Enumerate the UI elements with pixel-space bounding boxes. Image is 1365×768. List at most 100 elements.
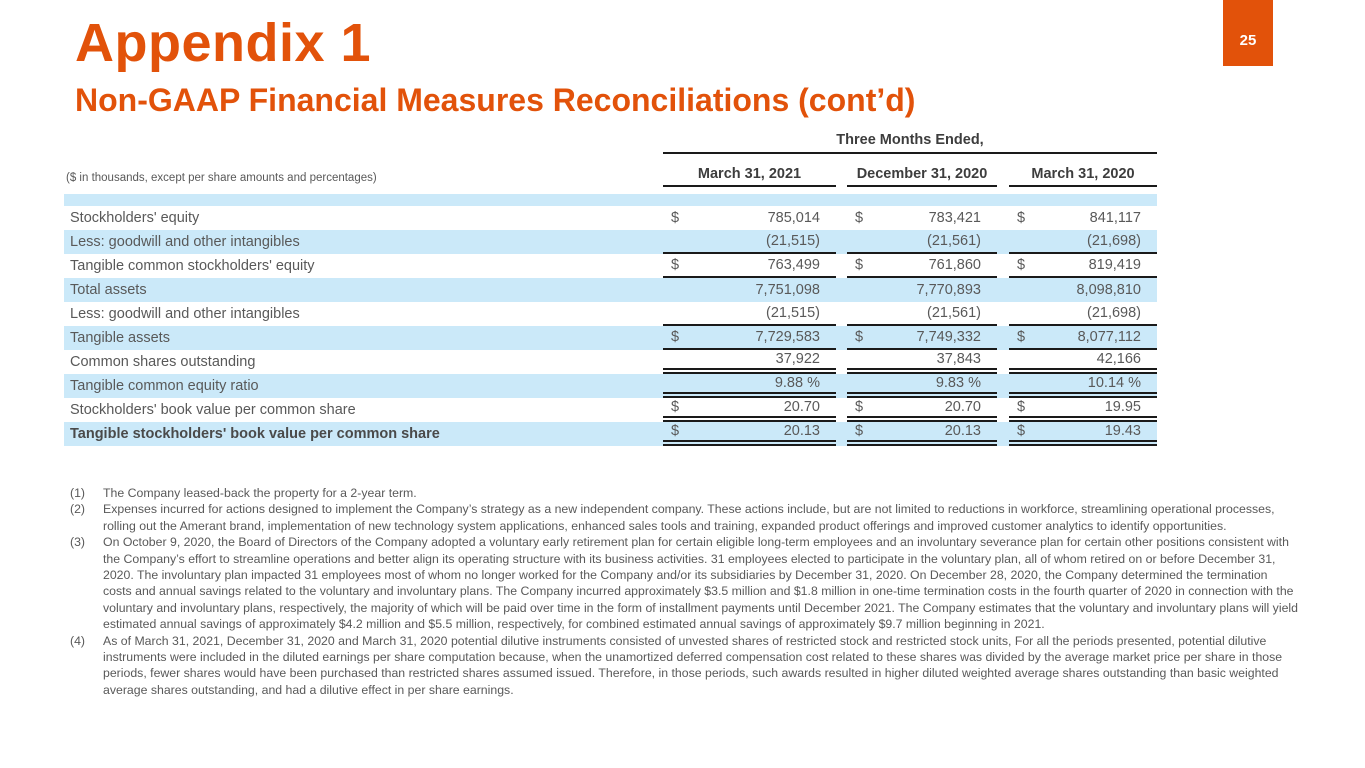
value-cell: 37,922 [663, 350, 836, 374]
row-label: Stockholders' book value per common shar… [70, 402, 356, 418]
cell-value: (21,515) [765, 305, 820, 321]
column-gap [836, 374, 847, 398]
value-cell: 10.14 % [1009, 374, 1157, 398]
column-gap [836, 350, 847, 374]
value-cell: $761,860 [847, 254, 997, 278]
value-cell: $19.95 [1009, 398, 1157, 422]
value-cell: $783,421 [847, 206, 997, 230]
cell-value: 8,098,810 [1076, 282, 1141, 298]
column-header: March 31, 2021 [663, 166, 836, 187]
column-gap [836, 254, 847, 278]
column-gap [997, 422, 1009, 446]
table-row: Less: goodwill and other intangibles (21,… [64, 302, 1157, 326]
cell-value: 19.43 [1104, 423, 1141, 439]
cell-value: 20.70 [783, 399, 820, 415]
column-gap [836, 422, 847, 446]
column-gap [836, 326, 847, 350]
dollar-sign: $ [1017, 210, 1026, 226]
cell-value: 42,166 [1096, 351, 1141, 367]
row-label: Tangible common stockholders' equity [70, 258, 315, 274]
footnote-text: On October 9, 2020, the Board of Directo… [103, 535, 1298, 632]
column-gap [836, 206, 847, 230]
cell-value: 19.95 [1104, 399, 1141, 415]
dollar-sign: $ [855, 257, 864, 273]
value-cell: 37,843 [847, 350, 997, 374]
cell-value: 20.13 [783, 423, 820, 439]
row-label: Less: goodwill and other intangibles [70, 234, 300, 250]
table-row: Less: goodwill and other intangibles (21,… [64, 230, 1157, 254]
column-gap [997, 254, 1009, 278]
value-cell: (21,515) [663, 302, 836, 326]
page-number: 25 [1239, 31, 1257, 49]
table-row: Stockholders' book value per common shar… [64, 398, 1157, 422]
column-gap [836, 230, 847, 254]
value-cell: 7,770,893 [847, 278, 997, 302]
value-cell: $7,749,332 [847, 326, 997, 350]
column-gap [997, 350, 1009, 374]
footnote-text: Expenses incurred for actions designed t… [103, 502, 1275, 533]
cell-value: 785,014 [767, 210, 820, 226]
value-cell: $19.43 [1009, 422, 1157, 446]
footnote-item: (1) The Company leased-back the property … [70, 485, 1298, 501]
dollar-sign: $ [671, 210, 680, 226]
cell-value: (21,561) [926, 305, 981, 321]
value-cell: $819,419 [1009, 254, 1157, 278]
row-label: Common shares outstanding [70, 354, 256, 370]
slide-subtitle: Non-GAAP Financial Measures Reconciliati… [75, 82, 916, 118]
cell-value: (21,515) [765, 233, 820, 249]
slide-title: Appendix 1 [75, 13, 372, 73]
footnote-marker: (3) [70, 535, 86, 550]
dollar-sign: $ [1017, 399, 1026, 415]
value-cell: 7,751,098 [663, 278, 836, 302]
cell-value: (21,698) [1086, 233, 1141, 249]
value-cell: $763,499 [663, 254, 836, 278]
column-gap [997, 374, 1009, 398]
footnote-text: As of March 31, 2021, December 31, 2020 … [103, 633, 1283, 697]
dollar-sign: $ [671, 257, 680, 273]
footnote-text: The Company leased-back the property for… [103, 486, 417, 500]
cell-value: 783,421 [928, 210, 981, 226]
row-label: Tangible common equity ratio [70, 378, 259, 394]
table-row: Tangible stockholders' book value per co… [64, 422, 1157, 446]
column-gap [997, 326, 1009, 350]
cell-value: 763,499 [767, 257, 820, 273]
cell-value: 7,729,583 [755, 329, 820, 345]
column-gap [997, 302, 1009, 326]
row-label: Tangible stockholders' book value per co… [70, 426, 440, 442]
row-label: Less: goodwill and other intangibles [70, 306, 300, 322]
column-headers: ($ in thousands, except per share amount… [64, 166, 1157, 187]
cell-value: 9.88 % [774, 375, 820, 391]
footnote-item: (2) Expenses incurred for actions designe… [70, 501, 1298, 534]
footnote-marker: (4) [70, 633, 86, 648]
cell-value: 819,419 [1088, 257, 1141, 273]
column-gap [997, 278, 1009, 302]
footnote-item: (3) On October 9, 2020, the Board of Dire… [70, 534, 1298, 632]
row-label: Total assets [70, 282, 147, 298]
cell-value: 20.70 [944, 399, 981, 415]
cell-value: (21,561) [926, 233, 981, 249]
cell-value: 7,749,332 [916, 329, 981, 345]
column-gap [997, 230, 1009, 254]
table-row: Total assets 7,751,098 7,770,893 8,098,810 [64, 278, 1157, 302]
value-cell: (21,515) [663, 230, 836, 254]
dollar-sign: $ [1017, 423, 1026, 439]
table-row: Common shares outstanding 37,922 37,843 42,… [64, 350, 1157, 374]
value-cell: $7,729,583 [663, 326, 836, 350]
dollar-sign: $ [671, 423, 680, 439]
table-row: Tangible common stockholders' equity $763… [64, 254, 1157, 278]
row-label: Tangible assets [70, 330, 170, 346]
value-cell: $785,014 [663, 206, 836, 230]
cell-value: 841,117 [1089, 210, 1141, 226]
dollar-sign: $ [855, 210, 864, 226]
table-row: Stockholders' equity $785,014 $783,421 $841… [64, 206, 1157, 230]
footnote-marker: (2) [70, 502, 86, 517]
cell-value: (21,698) [1086, 305, 1141, 321]
cell-value: 8,077,112 [1077, 329, 1141, 345]
financial-table: Three Months Ended, ($ in thousands, exc… [64, 132, 1157, 446]
period-header: Three Months Ended, [663, 132, 1157, 154]
cell-value: 20.13 [944, 423, 981, 439]
table-row: Tangible common equity ratio 9.88 % 9.83 %… [64, 374, 1157, 398]
dollar-sign: $ [671, 399, 680, 415]
value-cell: (21,698) [1009, 230, 1157, 254]
